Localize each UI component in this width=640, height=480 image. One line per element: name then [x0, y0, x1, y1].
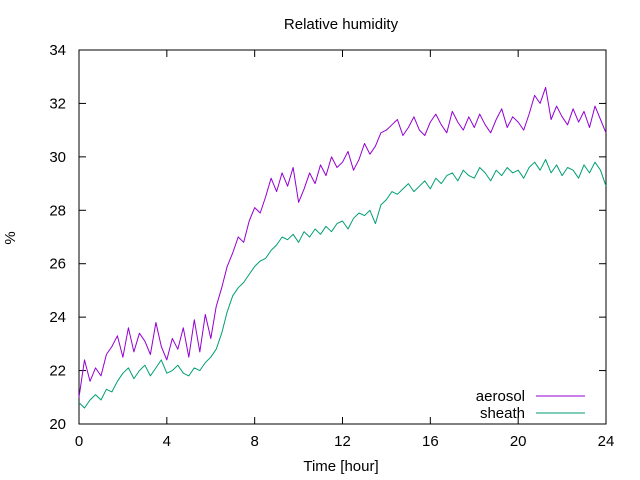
x-axis-label: Time [hour] — [303, 458, 378, 475]
y-tick-label: 20 — [49, 416, 66, 433]
x-tick-label: 16 — [422, 433, 439, 450]
legend-label-sheath: sheath — [480, 405, 525, 422]
y-tick-label: 28 — [49, 202, 66, 219]
x-tick-label: 20 — [510, 433, 527, 450]
x-tick-label: 0 — [75, 433, 83, 450]
plot-frame — [78, 49, 607, 425]
y-tick-label: 24 — [49, 309, 66, 326]
y-tick-label: 26 — [49, 256, 66, 273]
y-tick-label: 30 — [49, 149, 66, 166]
y-tick-label: 34 — [49, 42, 66, 59]
legend-label-aerosol: aerosol — [476, 388, 525, 405]
y-tick-label: 22 — [49, 363, 66, 380]
chart-title: Relative humidity — [284, 16, 399, 33]
x-tick-label: 4 — [163, 433, 171, 450]
series-line-aerosol — [78, 86, 607, 398]
x-tick-label: 12 — [334, 433, 351, 450]
y-axis-label: % — [2, 231, 19, 244]
series-line-sheath — [78, 159, 607, 409]
x-tick-label: 24 — [598, 433, 615, 450]
x-tick-label: 8 — [250, 433, 258, 450]
y-tick-label: 32 — [49, 95, 66, 112]
